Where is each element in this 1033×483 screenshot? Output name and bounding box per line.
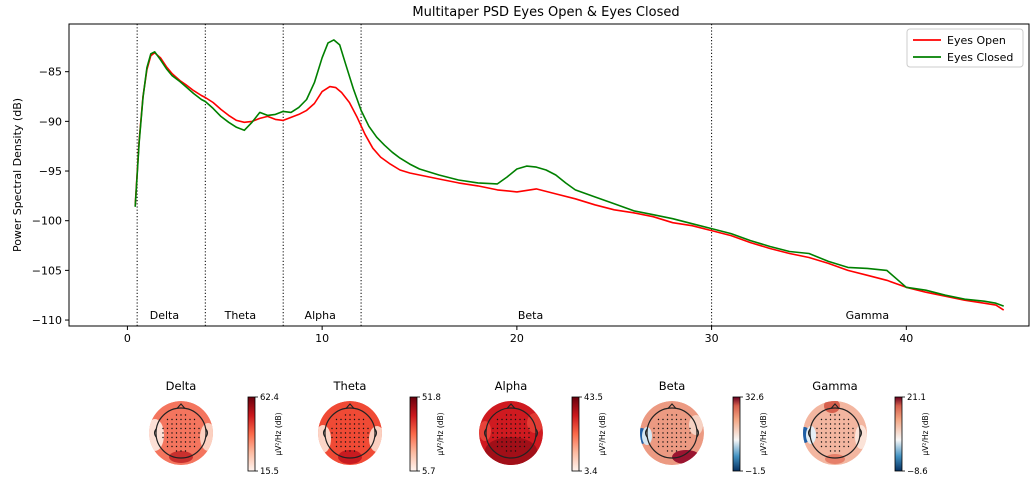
x-tick-label: 40 [899, 332, 913, 345]
y-tick-label: −100 [32, 215, 62, 228]
colorbar-unit-label: µV²/Hz (dB) [921, 412, 930, 455]
band-boundary-lines [136, 24, 713, 326]
x-tick-label: 0 [124, 332, 131, 345]
colorbar [571, 396, 580, 472]
ear-left [483, 428, 487, 438]
psd-chart: Multitaper PSD Eyes Open & Eyes Closed P… [11, 5, 1030, 345]
series-line-eyes-closed [134, 39, 1004, 307]
colorbar-min-label: 15.5 [260, 467, 279, 477]
colorbar [894, 396, 903, 472]
colorbar-max-label: 43.5 [584, 393, 603, 403]
nose-marker [830, 403, 840, 409]
colorbar-unit-label: µV²/Hz (dB) [436, 412, 445, 455]
head-outline [809, 407, 861, 459]
ear-right [696, 428, 700, 438]
electrode-dots [162, 414, 200, 452]
electrode-dots [816, 414, 854, 452]
y-tick-label: −110 [32, 314, 62, 327]
nose-marker [667, 403, 677, 409]
electrode-dots [331, 414, 369, 452]
colorbar [409, 396, 418, 472]
colorbar-max-label: 21.1 [907, 393, 926, 403]
x-tick-label: 20 [510, 332, 524, 345]
ear-left [322, 428, 326, 438]
legend: Eyes Open Eyes Closed [906, 28, 1024, 68]
y-tick-label: −85 [39, 66, 62, 79]
colorbar-max-label: 32.6 [745, 393, 764, 403]
y-tick-label: −90 [39, 115, 62, 128]
colorbar-max-label: 51.8 [422, 393, 441, 403]
band-label-alpha: Alpha [305, 309, 336, 322]
topomap-alpha: Alpha 43.5 3.4 µV²/Hz (dB) [479, 379, 607, 477]
ear-right [374, 428, 378, 438]
y-tick-label: −105 [32, 264, 62, 277]
head-outline [324, 407, 376, 459]
band-label-delta: Delta [150, 309, 179, 322]
ear-right [535, 428, 539, 438]
ear-right [859, 428, 863, 438]
colorbar [247, 396, 256, 472]
topomap-title: Alpha [495, 379, 528, 393]
topomap-gamma: Gamma 21.1 −8.6 µV²/Hz (dB) [803, 379, 930, 477]
topomap-row: Delta 62.4 15.5 µV²/Hz (dB) Theta 51.8 5.7 µV²/… [149, 379, 930, 477]
legend-label: Eyes Closed [947, 51, 1013, 64]
colorbar-min-label: −8.6 [907, 467, 928, 477]
topomap-field [640, 401, 704, 465]
topomap-title: Gamma [812, 379, 857, 393]
colorbar-max-label: 62.4 [260, 393, 279, 403]
colorbar-unit-label: µV²/Hz (dB) [759, 412, 768, 455]
colorbar-unit-label: µV²/Hz (dB) [274, 412, 283, 455]
topomap-field [803, 401, 867, 465]
y-tick-label: −95 [39, 165, 62, 178]
colorbar-min-label: 5.7 [422, 467, 436, 477]
head-outline [485, 407, 537, 459]
y-axis: −85 −90 −95 −100 −105 −110 [32, 66, 69, 327]
y-axis-label: Power Spectral Density (dB) [11, 98, 24, 252]
topomap-beta: Beta 32.6 −1.5 µV²/Hz (dB) [640, 379, 768, 477]
topomap-title: Theta [333, 379, 367, 393]
x-tick-label: 10 [315, 332, 329, 345]
band-label-gamma: Gamma [846, 309, 889, 322]
plot-frame [68, 23, 1030, 327]
band-label-beta: Beta [518, 309, 543, 322]
x-tick-label: 30 [705, 332, 719, 345]
electrode-dots [492, 414, 530, 452]
band-label-theta: Theta [224, 309, 257, 322]
nose-marker [176, 403, 186, 409]
head-outline [155, 407, 207, 459]
chart-title: Multitaper PSD Eyes Open & Eyes Closed [412, 5, 679, 20]
head-outline [646, 407, 698, 459]
ear-left [644, 428, 648, 438]
topomap-title: Beta [659, 379, 686, 393]
ear-left [153, 428, 157, 438]
series-line-eyes-open [134, 51, 1005, 311]
colorbar-min-label: 3.4 [584, 467, 598, 477]
electrode-dots [653, 414, 691, 452]
x-axis: 0 10 20 30 40 [124, 326, 913, 345]
nose-marker [345, 403, 355, 409]
ear-left [807, 428, 811, 438]
nose-marker [506, 403, 516, 409]
series-group [134, 39, 1005, 311]
colorbar-unit-label: µV²/Hz (dB) [598, 412, 607, 455]
band-labels: Delta Theta Alpha Beta Gamma [150, 309, 889, 322]
topomap-delta: Delta 62.4 15.5 µV²/Hz (dB) [149, 379, 283, 477]
colorbar [732, 396, 741, 472]
topomap-theta: Theta 51.8 5.7 µV²/Hz (dB) [318, 379, 445, 477]
ear-right [205, 428, 209, 438]
legend-label: Eyes Open [947, 34, 1006, 47]
topomap-title: Delta [166, 379, 197, 393]
colorbar-min-label: −1.5 [745, 467, 766, 477]
